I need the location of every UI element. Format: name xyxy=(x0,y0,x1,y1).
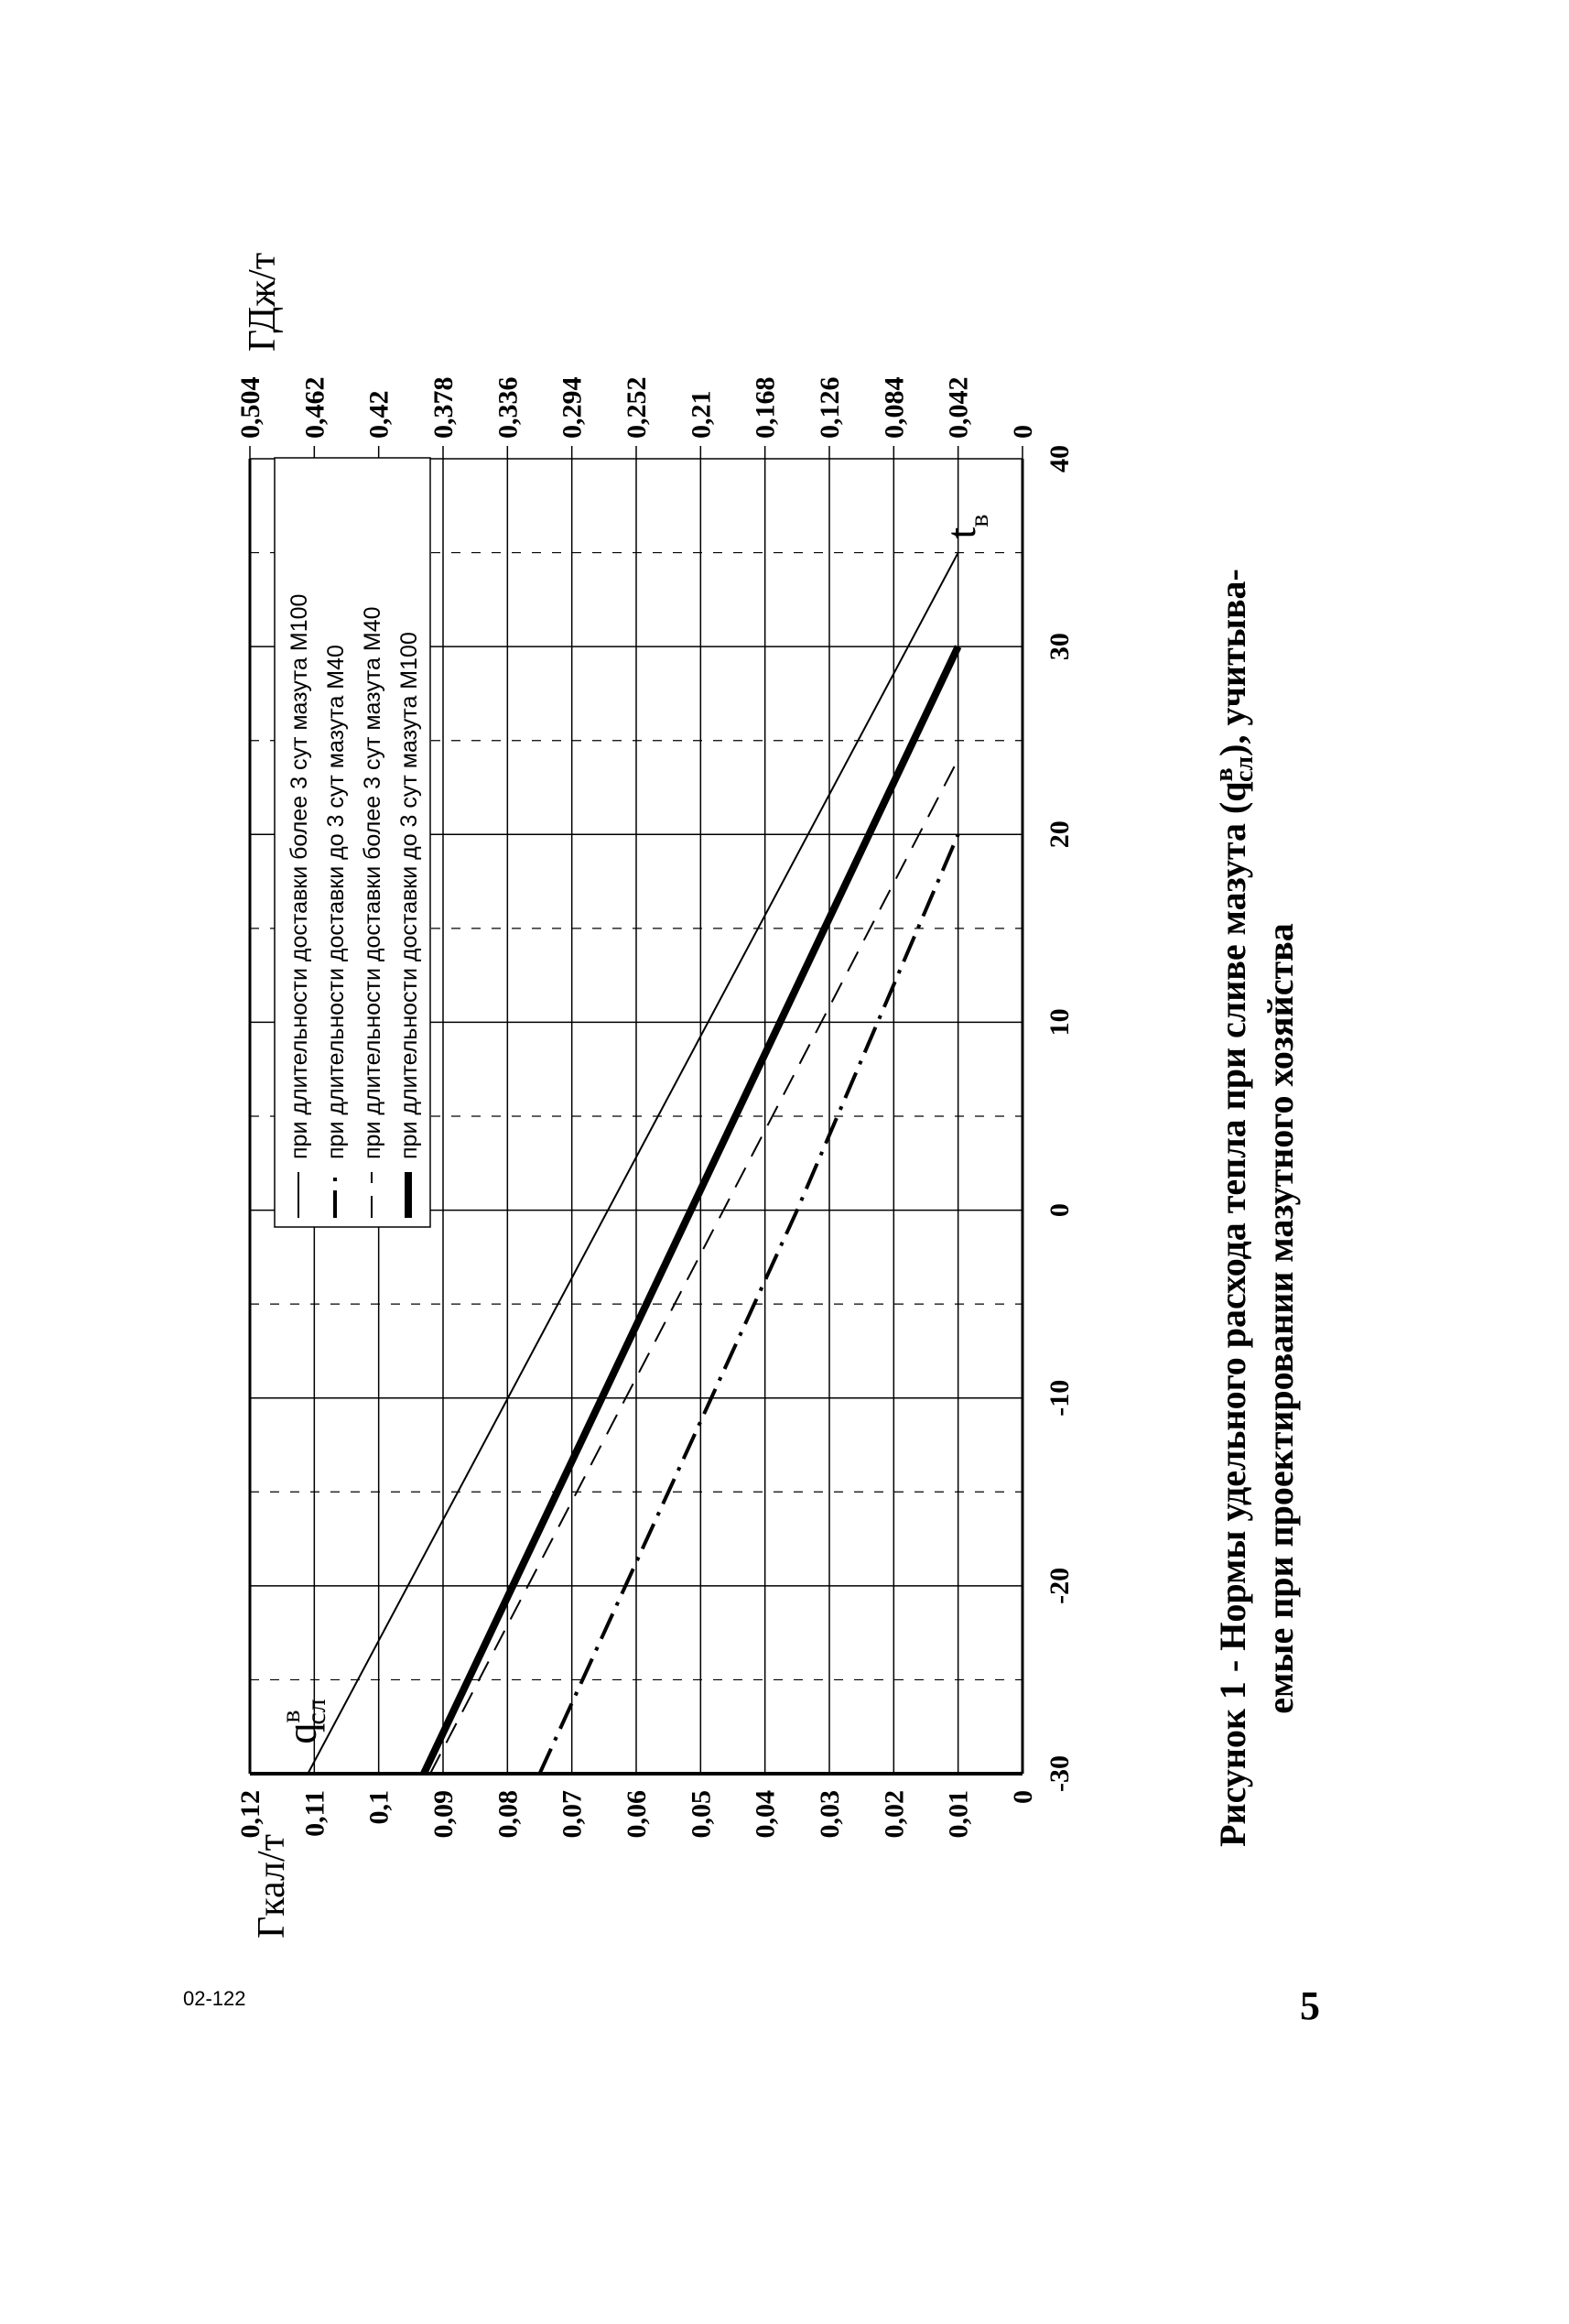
y-tick-label: 0,04 xyxy=(751,1790,781,1839)
x-tick-label: 30 xyxy=(1044,633,1075,660)
y2-axis-label: ГДж/т xyxy=(242,253,284,352)
symbol: q xyxy=(278,1723,325,1744)
y2-tick-label: 0,21 xyxy=(686,391,716,440)
y2-tick-label: 0,294 xyxy=(557,377,588,440)
x-tick-label: 10 xyxy=(1044,1008,1075,1036)
series-line xyxy=(537,833,960,1775)
y-tick-label: 0,11 xyxy=(299,1790,330,1837)
x-symbol: tв xyxy=(937,515,994,539)
y-axis-label: Гкал/т xyxy=(251,1834,293,1938)
legend-label: при длительности доставки более 3 сут ма… xyxy=(287,594,312,1159)
caption-sub: сл xyxy=(1230,756,1259,782)
page-number: 5 xyxy=(1300,1983,1320,2028)
y2-tick-label: 0,42 xyxy=(364,391,395,440)
caption-text: ), учитыва- xyxy=(1212,569,1253,756)
y-tick-label: 0,06 xyxy=(622,1790,652,1839)
caption-text: Рисунок 1 - Нормы удельного расхода тепл… xyxy=(1212,781,1253,1846)
y2-tick-label: 0,252 xyxy=(622,377,652,440)
y2-tick-label: 0,084 xyxy=(879,377,909,439)
caption-line: Рисунок 1 - Нормы удельного расхода тепл… xyxy=(1210,569,1259,1847)
y2-tick-label: 0 xyxy=(1008,425,1038,439)
y-tick-label: 0 xyxy=(1008,1790,1038,1804)
x-tick-label: -30 xyxy=(1044,1755,1075,1792)
chart: 0 0,01 0,02 0,03 0,04 0,05 0,06 0,07 0,08 0,09 0,1… xyxy=(235,253,1075,1938)
symbol-sub: сл xyxy=(301,1699,331,1724)
y-tick-label: 0,03 xyxy=(815,1790,845,1839)
legend-box xyxy=(274,457,431,1228)
x-tick-label: 0 xyxy=(1044,1203,1075,1217)
y2-tick-label: 0,504 xyxy=(235,377,265,440)
x-tick-label: 40 xyxy=(1044,445,1075,472)
y2-tick-label: 0,378 xyxy=(428,377,459,440)
series-line xyxy=(420,645,962,1776)
y-tick-label: 0,02 xyxy=(879,1790,909,1839)
legend-label: при длительности доставки до 3 сут мазут… xyxy=(396,632,422,1159)
y-tick-label: 0,08 xyxy=(492,1790,523,1839)
y2-tick-label: 0,168 xyxy=(751,377,781,440)
symbol-sub: в xyxy=(964,515,994,527)
y2-tick-label: 0,462 xyxy=(299,377,330,440)
series-line xyxy=(307,552,959,1775)
x-tick-label: -10 xyxy=(1044,1380,1075,1417)
y-tick-label: 0,01 xyxy=(944,1790,974,1839)
symbol-sup: в xyxy=(276,1710,306,1723)
y-tick-label: 0,05 xyxy=(686,1790,716,1839)
x-tick-label: 20 xyxy=(1044,820,1075,848)
caption-line: емые при проектировании мазутного хозяйс… xyxy=(1260,923,1301,1713)
y-tick-label: 0,12 xyxy=(235,1790,265,1839)
y2-tick-label: 0,126 xyxy=(815,377,845,440)
y2-tick-label: 0,042 xyxy=(944,377,974,440)
legend-label: при длительности доставки более 3 сут ма… xyxy=(360,606,385,1159)
series-line xyxy=(429,758,959,1775)
y2-tick-label: 0,336 xyxy=(492,377,523,440)
caption-sup: в xyxy=(1210,767,1239,781)
y-tick-label: 0,07 xyxy=(557,1790,588,1839)
y-tick-label: 0,09 xyxy=(428,1790,459,1839)
symbol: t xyxy=(937,527,984,538)
doc-number: 02-122 xyxy=(183,1987,246,2010)
legend-label: при длительности доставки до 3 сут мазут… xyxy=(323,645,349,1159)
x-tick-label: -20 xyxy=(1044,1568,1075,1604)
y-tick-label: 0,1 xyxy=(364,1790,395,1825)
y-symbol: qвсл xyxy=(276,1699,331,1743)
